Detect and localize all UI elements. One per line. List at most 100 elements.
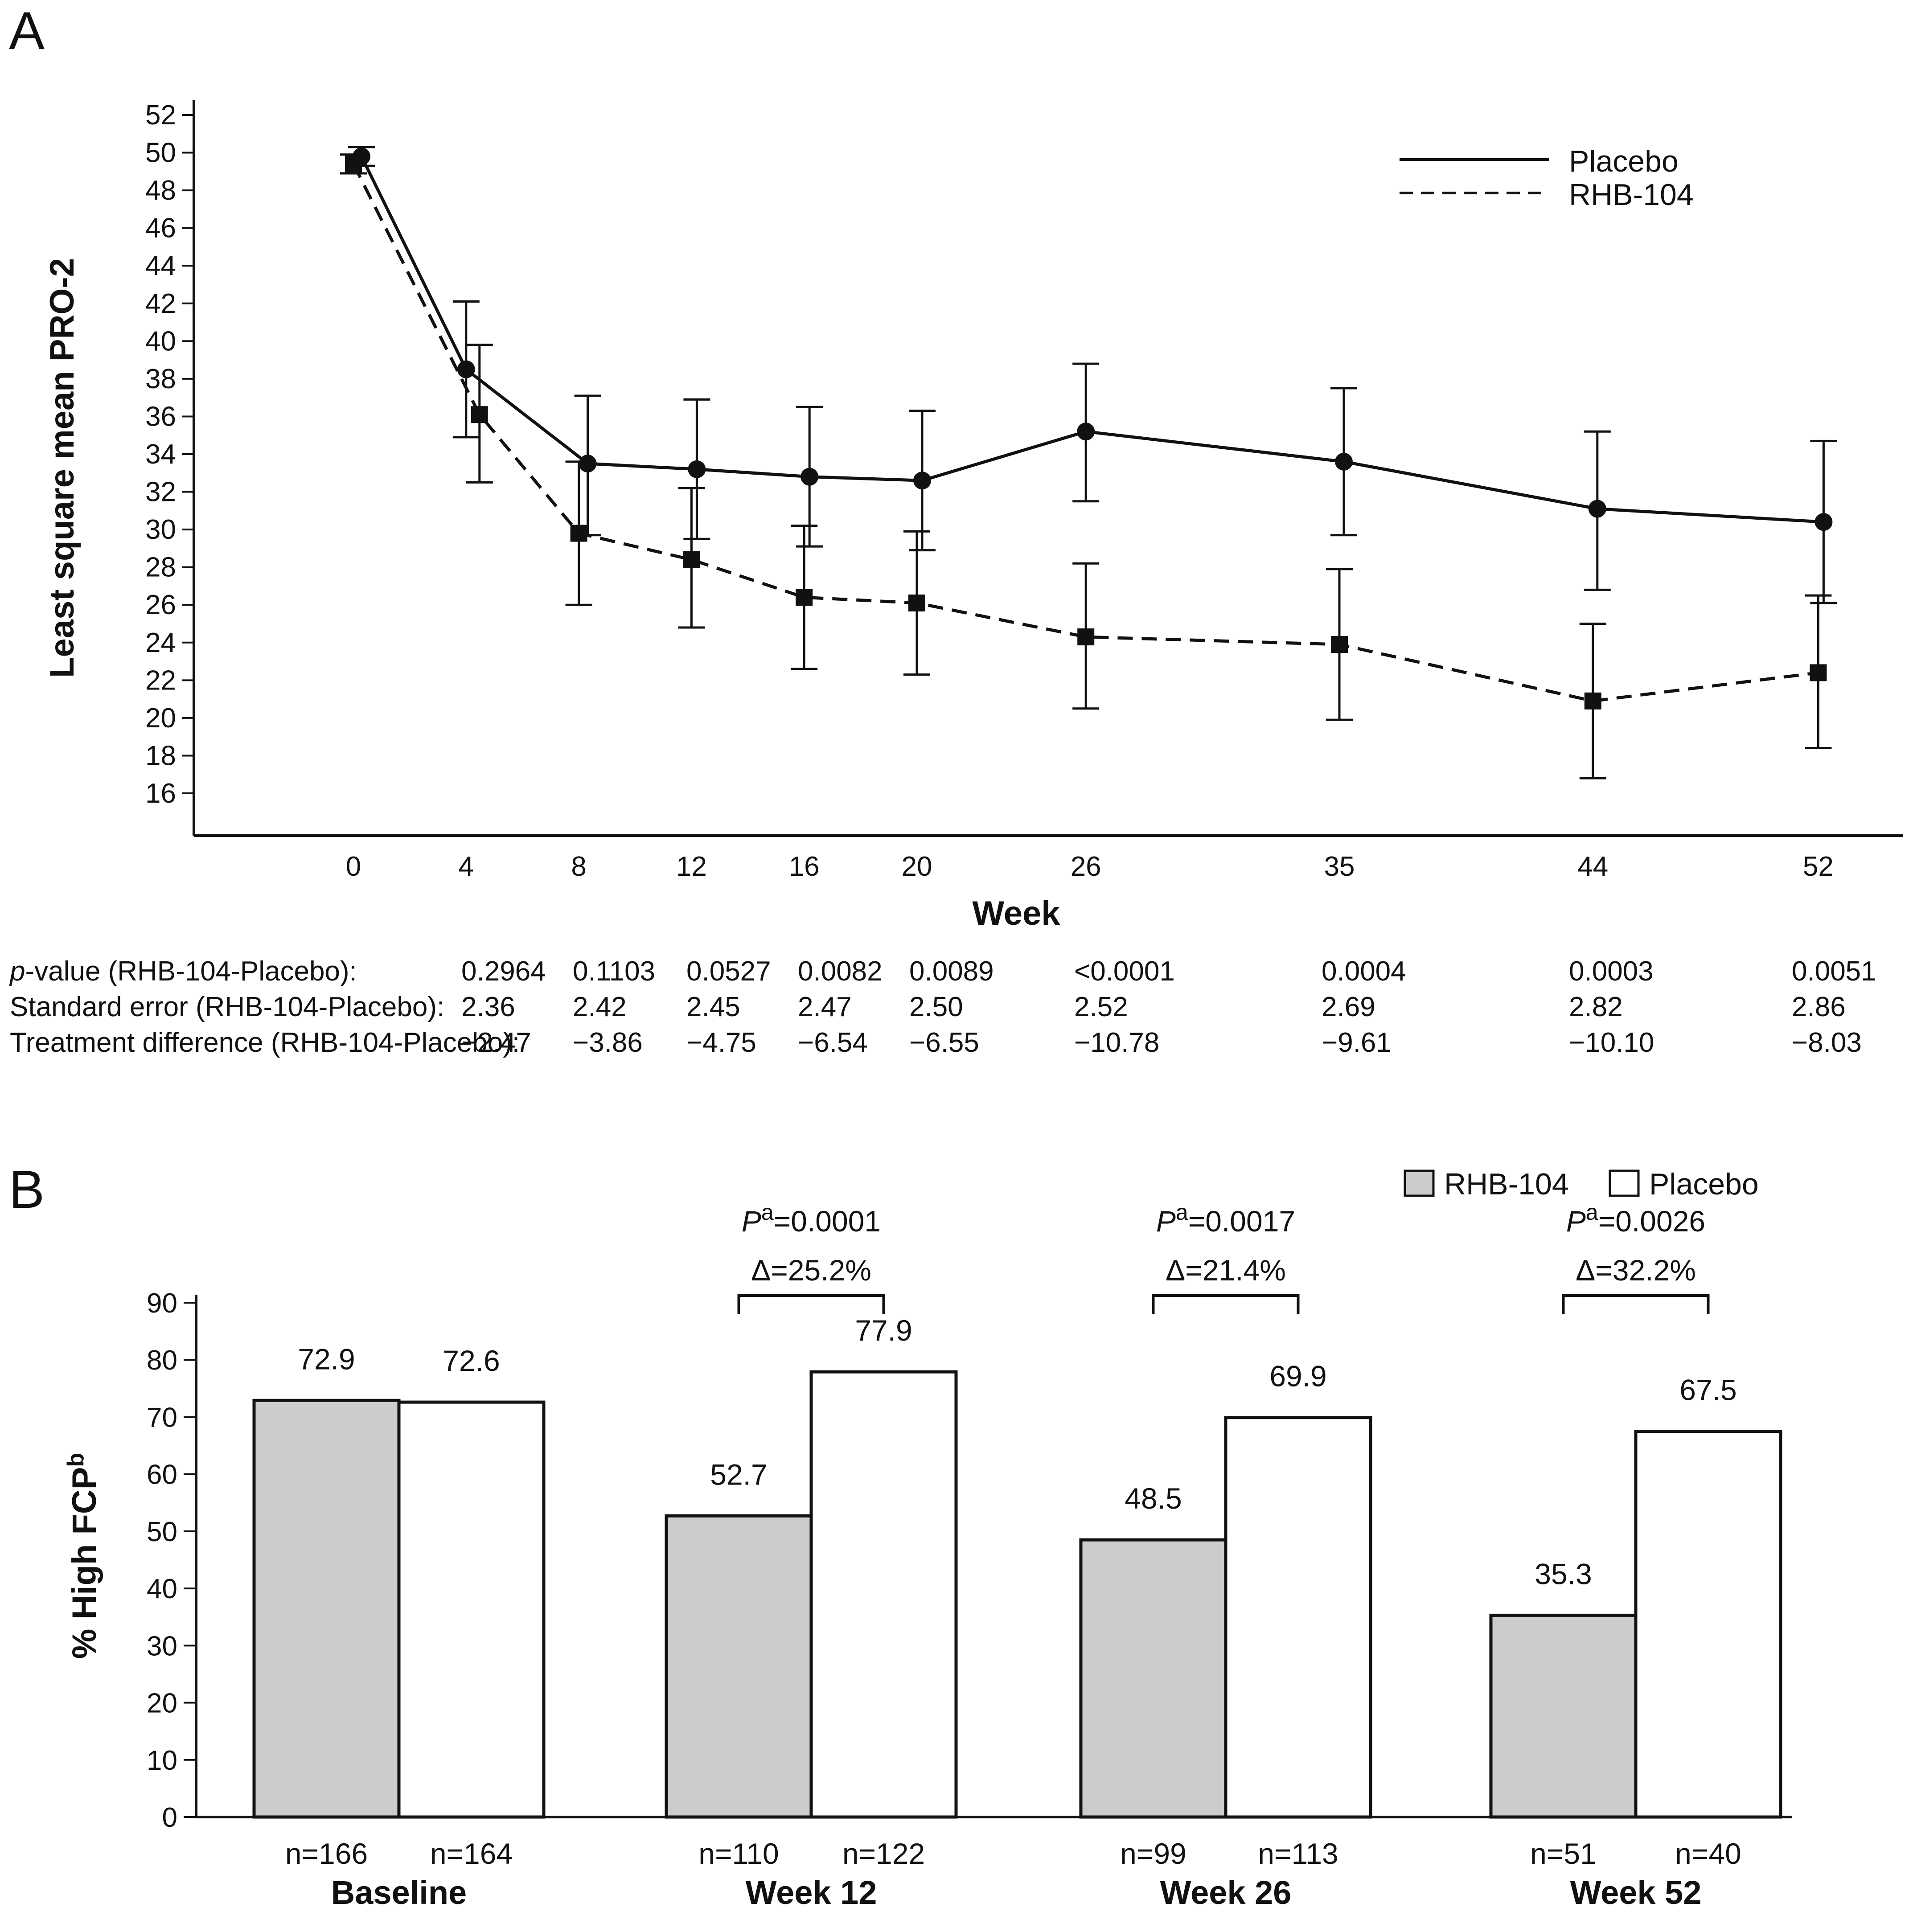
bar-n-label: n=51 <box>1530 1837 1597 1870</box>
panel-b-y-axis-title-text: % High FCP <box>66 1467 103 1659</box>
bar-value-label: 48.5 <box>1125 1482 1182 1515</box>
stats-cell: 0.0089 <box>909 956 994 987</box>
panel-a-x-tick-label: 26 <box>1071 851 1101 882</box>
stats-cell: 0.1103 <box>573 956 655 987</box>
panel-a-x-axis-title: Week <box>972 894 1060 932</box>
stats-cell: 2.42 <box>573 992 627 1022</box>
stats-row-label-text: Standard error (RHB-104-Placebo): <box>10 992 444 1022</box>
panel-b-axes: 0 10 20 30 40 50 60 70 80 90 <box>147 1288 1792 1833</box>
stats-cell: 2.50 <box>909 992 963 1022</box>
stats-cell: −2.47 <box>461 1027 531 1058</box>
bar-value-label: 52.7 <box>710 1458 767 1491</box>
p-value-prefix: P <box>742 1205 761 1238</box>
panel-a-y-tick-label: 38 <box>145 364 176 394</box>
panel-a-y-tick-label: 22 <box>145 665 176 696</box>
panel-b-bars: 72.9 n=166 72.6 n=164 Baseline 52.7 n=110 77.9 n… <box>252 1314 1782 1911</box>
stats-cell: 2.47 <box>798 992 852 1022</box>
panel-a-y-tick-label: 48 <box>145 175 176 206</box>
legend-swatch-placebo <box>1609 1169 1640 1197</box>
bar-n-label: n=99 <box>1120 1837 1186 1870</box>
panel-b-y-tick-label: 80 <box>147 1345 177 1376</box>
panel-a-y-tick-label: 32 <box>145 477 176 508</box>
stats-cell: −9.61 <box>1322 1027 1392 1058</box>
panel-b-y-tick-label: 0 <box>162 1802 177 1833</box>
bar-rhb-104 <box>1489 1613 1638 1819</box>
panel-a-series <box>340 146 1837 779</box>
panel-a-y-tick-label: 34 <box>145 439 176 470</box>
bar-n-label: n=110 <box>698 1837 779 1870</box>
delta-annotation: Δ=25.2% <box>751 1254 871 1287</box>
stats-cell: 0.0082 <box>798 956 883 987</box>
data-point-rhb-104 <box>796 589 813 606</box>
bar-placebo <box>397 1400 546 1819</box>
panel-a-y-tick-label: 30 <box>145 514 176 545</box>
bar-value-label: 72.9 <box>298 1342 355 1375</box>
stats-row-label: Standard error (RHB-104-Placebo): <box>10 992 444 1022</box>
panel-a-label: A <box>9 1 45 61</box>
stats-cell: −8.03 <box>1792 1027 1862 1058</box>
data-point-placebo <box>688 460 706 478</box>
panel-a-x-tick-label: 16 <box>789 851 820 882</box>
bar-placebo <box>809 1370 958 1819</box>
panel-a-stats-table: p-value (RHB-104-Placebo): 0.2964 0.1103 0.… <box>9 956 1876 1058</box>
p-value-prefix: P <box>1156 1205 1176 1238</box>
bar-placebo <box>1224 1416 1372 1819</box>
stats-cell: 2.52 <box>1074 992 1128 1022</box>
bar-value-label: 77.9 <box>855 1314 912 1347</box>
data-point-rhb-104 <box>471 406 488 423</box>
stats-cell: 0.0004 <box>1322 956 1406 987</box>
data-point-rhb-104 <box>570 525 587 542</box>
p-value-number: =0.0017 <box>1188 1205 1295 1238</box>
stats-cell: 2.45 <box>686 992 740 1022</box>
stats-cell: <0.0001 <box>1074 956 1175 987</box>
panel-a-y-tick-label: 46 <box>145 213 176 244</box>
stats-row-label: p-value (RHB-104-Placebo): <box>9 956 357 987</box>
p-value-number: =0.0001 <box>774 1205 881 1238</box>
bar-rhb-104 <box>252 1399 401 1819</box>
stats-cell: 0.2964 <box>461 956 546 987</box>
panel-a-y-tick-label: 28 <box>145 552 176 583</box>
bar-value-label: 67.5 <box>1679 1374 1736 1407</box>
p-value-annotation: Pa=0.0026 <box>1566 1200 1705 1238</box>
bar-n-label: n=122 <box>842 1837 925 1870</box>
category-label: Week 52 <box>1570 1874 1702 1911</box>
series-line-rhb-104 <box>352 163 1819 703</box>
panel-a-y-tick-label: 50 <box>145 138 176 168</box>
p-value-annotation: Pa=0.0017 <box>1156 1200 1295 1238</box>
panel-a-x-tick-label: 35 <box>1324 851 1355 882</box>
panel-b-significance-annotations: Pa=0.0001Δ=25.2%Pa=0.0017Δ=21.4%Pa=0.002… <box>737 1200 1710 1314</box>
panel-a-y-axis-title: Least square mean PRO-2 <box>43 258 81 678</box>
panel-a-x-tick-label: 52 <box>1803 851 1834 882</box>
data-point-placebo <box>1588 500 1606 518</box>
panel-b-y-tick-label: 30 <box>147 1631 177 1661</box>
panel-b-legend: RHB-104 Placebo <box>1404 1167 1759 1201</box>
stats-cell: −10.78 <box>1074 1027 1159 1058</box>
panel-a-y-tick-label: 52 <box>145 100 176 131</box>
p-value-sup: a <box>1176 1200 1188 1225</box>
bar-value-label: 35.3 <box>1535 1557 1592 1590</box>
panel-b-y-tick-label: 70 <box>147 1402 177 1433</box>
stats-cell: −4.75 <box>686 1027 756 1058</box>
significance-bracket <box>1562 1294 1710 1314</box>
panel-a-x-tick-label: 0 <box>346 851 361 882</box>
data-point-rhb-104 <box>345 155 362 172</box>
stats-cell: 2.69 <box>1322 992 1375 1022</box>
legend-label-rhb-104: RHB-104 <box>1569 178 1694 212</box>
data-point-rhb-104 <box>1077 628 1095 646</box>
bar-value-label: 72.6 <box>443 1344 500 1377</box>
stats-cell: −3.86 <box>573 1027 643 1058</box>
panel-a-x-tick-label: 12 <box>676 851 707 882</box>
panel-a-y-tick-label: 18 <box>145 740 176 771</box>
panel-a-y-tick-label: 24 <box>145 628 176 658</box>
bar-rhb-104 <box>1079 1538 1227 1819</box>
bar-value-label: 69.9 <box>1269 1360 1326 1393</box>
panel-b-y-axis-title: % High FCPb <box>63 1453 103 1659</box>
category-label: Week 12 <box>746 1874 877 1911</box>
panel-b-y-axis-title-sup: b <box>63 1453 89 1467</box>
stats-cell: 2.86 <box>1792 992 1846 1022</box>
panel-b-y-tick-label: 60 <box>147 1460 177 1490</box>
panel-b-bar-chart: 0 10 20 30 40 50 60 70 80 90 72.9 n=166 72.6 n=164 Ba… <box>63 1167 1792 1911</box>
panel-b-label: B <box>9 1160 45 1219</box>
